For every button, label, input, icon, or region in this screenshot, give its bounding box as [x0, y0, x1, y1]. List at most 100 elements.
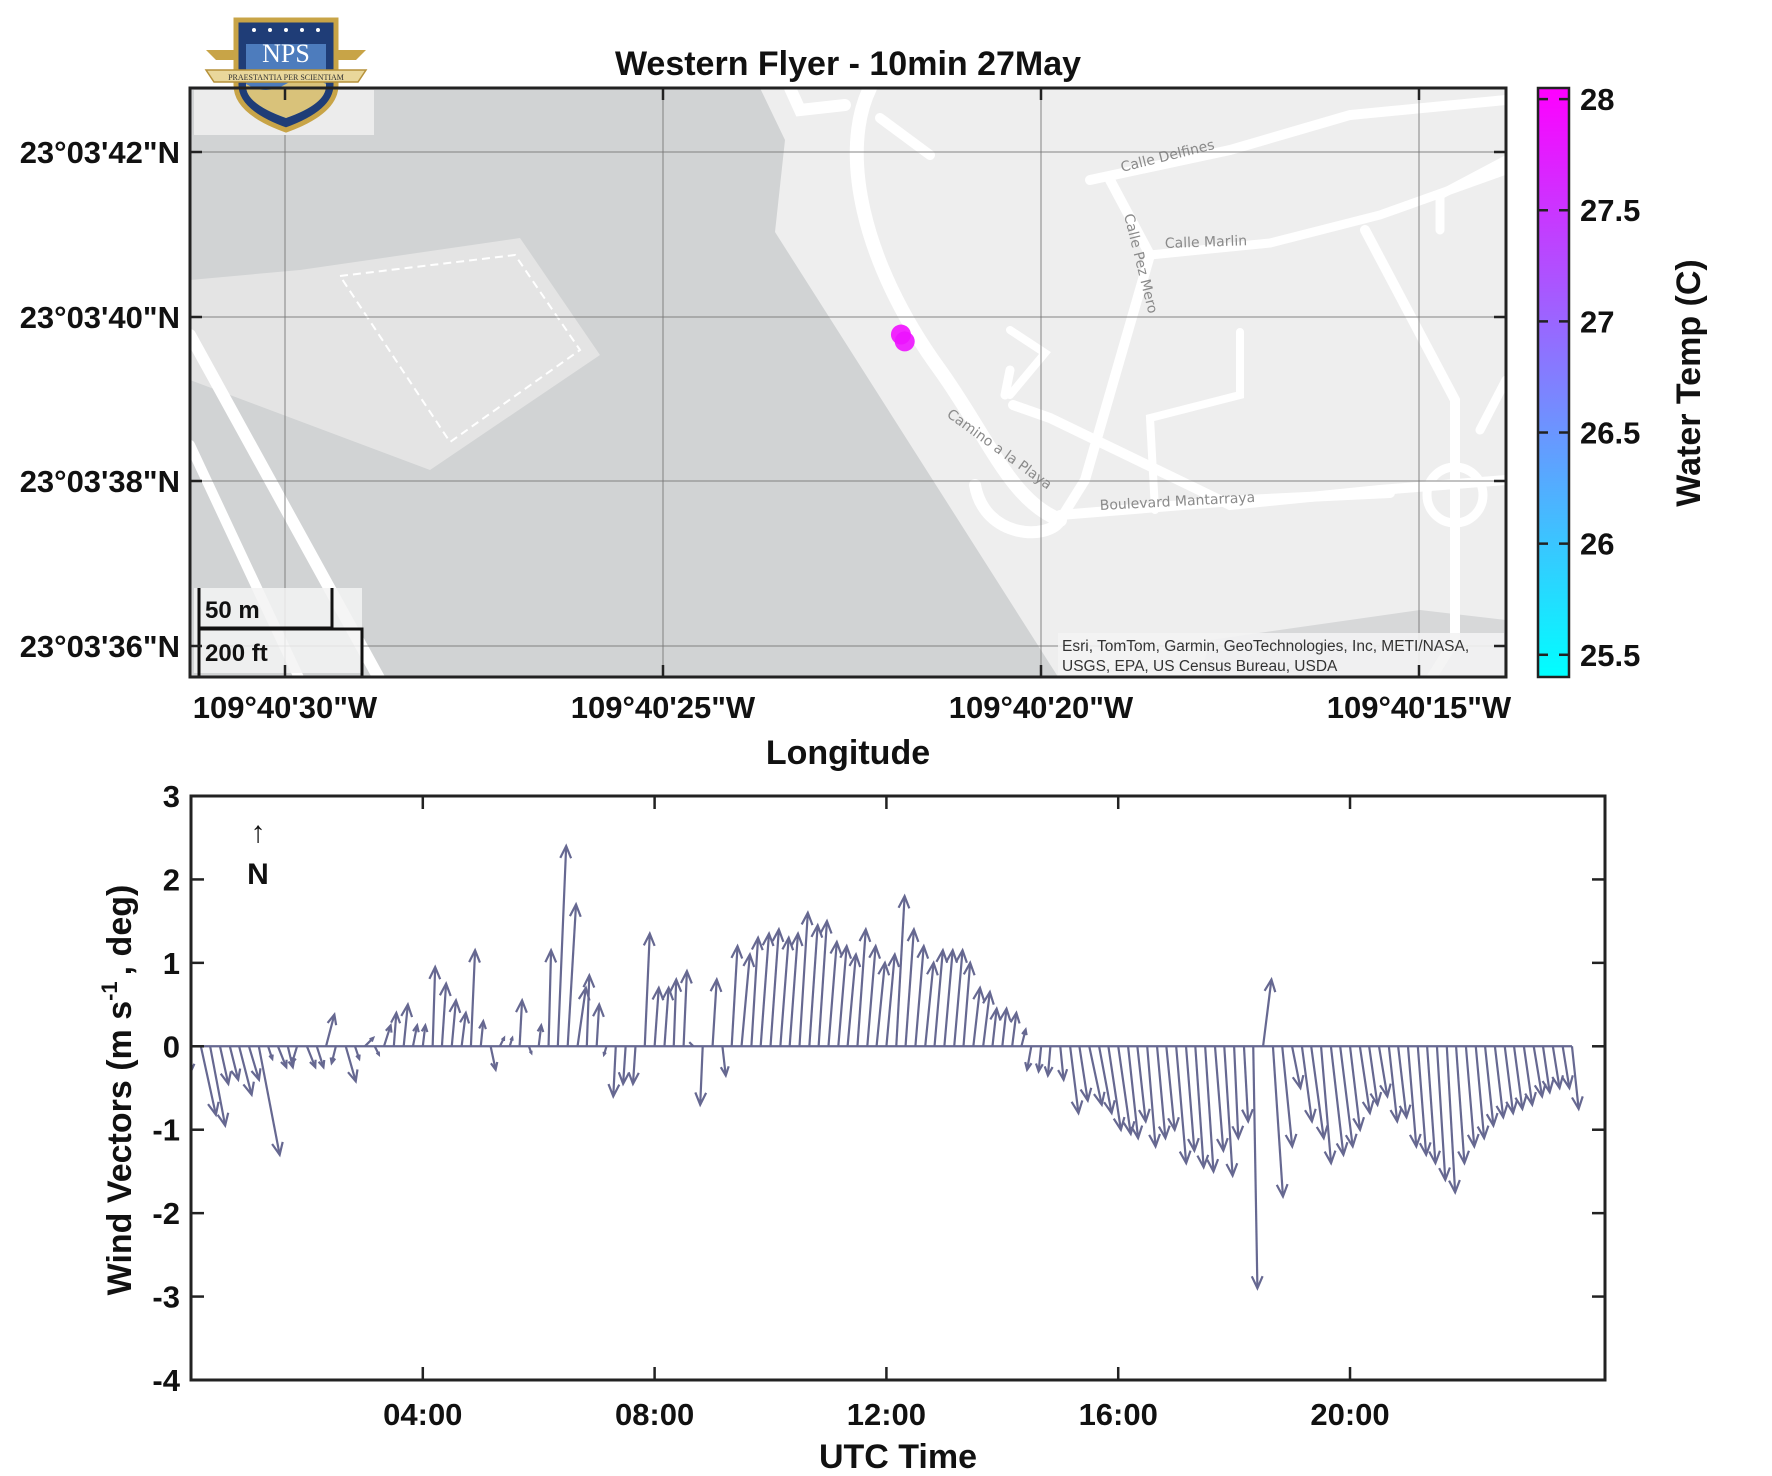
- wind-y-tick-label: 3: [163, 779, 180, 814]
- wind-vector-head: [1070, 1100, 1084, 1116]
- wind-vector: [1184, 1046, 1196, 1151]
- wind-vector-head: [1187, 1137, 1200, 1154]
- wind-vector-head: [412, 1022, 420, 1033]
- wind-vector-head: [1428, 1150, 1441, 1166]
- wind-vector: [1069, 1046, 1080, 1114]
- wind-y-ticks: [191, 794, 1605, 1382]
- wind-vector: [1252, 1046, 1259, 1289]
- colorbar-tick-label: 27: [1580, 304, 1614, 339]
- wind-vector: [1020, 1029, 1027, 1047]
- north-label: N: [247, 858, 269, 891]
- wind-vector: [1290, 1046, 1302, 1089]
- wind-vector: [1551, 1046, 1561, 1089]
- map-y-tick-label: 23°03'42"N: [20, 135, 180, 170]
- wind-vector: [779, 937, 790, 1047]
- map-y-tick-labels: 23°03'42"N 23°03'40"N 23°03'38"N 23°03'3…: [20, 135, 180, 664]
- wind-vector-head: [369, 1036, 376, 1042]
- wind-vector: [1387, 1046, 1399, 1122]
- water-area: [190, 88, 1059, 677]
- wind-vector-head: [858, 926, 872, 943]
- wind-y-tick-labels: 3 2 1 0 -1 -2 -3 -4: [152, 779, 180, 1398]
- wind-vector-head: [989, 1006, 1002, 1021]
- wind-vector: [1310, 1046, 1325, 1139]
- wind-vector-head: [207, 1101, 220, 1118]
- wind-vector: [653, 987, 660, 1047]
- wind-y-tick-label: -2: [152, 1196, 180, 1231]
- wind-vector-head: [1138, 1108, 1151, 1125]
- wind-vector: [228, 1046, 240, 1080]
- wind-vector-head: [935, 947, 949, 964]
- wind-vector-head: [1241, 1108, 1254, 1125]
- wind-vector-head: [326, 1011, 338, 1026]
- wind-vector-head: [500, 1035, 506, 1042]
- wind-vector: [856, 929, 867, 1047]
- wind-vector-head: [1495, 1104, 1509, 1120]
- wind-vector-head: [268, 1054, 274, 1062]
- wind-vector: [612, 1046, 617, 1097]
- wind-vector-head: [848, 951, 862, 968]
- wind-vector-head: [1485, 1112, 1499, 1129]
- wind-vector: [209, 1046, 227, 1126]
- map-data-point: [894, 331, 915, 352]
- wind-y-tick-label: -4: [152, 1363, 180, 1398]
- wind-vector: [556, 846, 568, 1047]
- wind-vector: [866, 946, 877, 1047]
- wind-vector-head: [1157, 1125, 1171, 1141]
- map-title: Western Flyer - 10min 27May: [615, 45, 1081, 83]
- wind-vector: [1117, 1046, 1132, 1135]
- wind-vector: [1532, 1046, 1544, 1097]
- wind-vector-head: [771, 926, 785, 943]
- wind-vector: [1107, 1046, 1122, 1130]
- wind-vector: [846, 954, 858, 1047]
- wind-vector-head: [490, 1061, 499, 1073]
- wind-vector-head: [926, 960, 939, 976]
- wind-vector-head: [1122, 1120, 1136, 1137]
- wind-vector: [769, 929, 780, 1047]
- wind-vector: [247, 1045, 261, 1080]
- wind-x-tick-label: 04:00: [383, 1397, 462, 1432]
- wind-vector-head: [955, 947, 968, 964]
- wind-vector-head: [1389, 1108, 1403, 1125]
- wind-vector: [663, 987, 670, 1047]
- wind-vector-head: [1379, 1083, 1392, 1099]
- wind-vector: [518, 1000, 524, 1047]
- wind-vector: [1445, 1046, 1457, 1193]
- wind-vector: [682, 971, 689, 1047]
- wind-y-tick-label: -1: [152, 1113, 180, 1148]
- wind-vector: [1339, 1046, 1354, 1147]
- wind-vector-head: [1167, 1116, 1180, 1133]
- wind-vector-head: [1408, 1133, 1422, 1150]
- wind-vector-head: [1344, 1133, 1358, 1150]
- wind-vector-head: [916, 943, 930, 959]
- wind-vector: [1503, 1046, 1515, 1114]
- basemap: Calle Delfines Calle Marlin Calle Pez Me…: [190, 88, 1506, 677]
- wind-y-tick-label: 2: [163, 862, 180, 897]
- map-x-tick-label: 109°40'20"W: [949, 690, 1134, 725]
- wind-vector: [402, 1004, 409, 1047]
- wind-vector: [933, 950, 944, 1047]
- wind-vector: [218, 1046, 230, 1085]
- wind-vector: [1165, 1046, 1176, 1130]
- wind-vector-head: [868, 943, 882, 959]
- wind-vector: [788, 933, 800, 1047]
- wind-vector-head: [271, 1141, 284, 1158]
- wind-vector: [1464, 1046, 1476, 1147]
- wind-vector-head: [642, 930, 656, 947]
- wind-x-tick-label: 08:00: [615, 1397, 694, 1432]
- wind-vector-head: [582, 972, 596, 988]
- wind-vector: [1213, 1046, 1225, 1151]
- wind-vector-head: [428, 964, 442, 980]
- wind-vector-head: [191, 1063, 196, 1074]
- wind-vector: [1204, 1046, 1215, 1172]
- wind-vector-head: [781, 935, 795, 951]
- wind-vector: [1046, 1046, 1052, 1076]
- wind-vector: [885, 954, 896, 1047]
- jetty-outline: [338, 253, 582, 444]
- wind-vector-head: [1541, 1079, 1555, 1095]
- wind-y-tick-label: 1: [163, 946, 180, 981]
- wind-vector-head: [750, 935, 764, 951]
- wind-vector: [924, 962, 935, 1047]
- wind-vector: [1493, 1046, 1505, 1118]
- wind-vector-head: [1093, 1091, 1106, 1108]
- wind-vector: [1155, 1046, 1167, 1139]
